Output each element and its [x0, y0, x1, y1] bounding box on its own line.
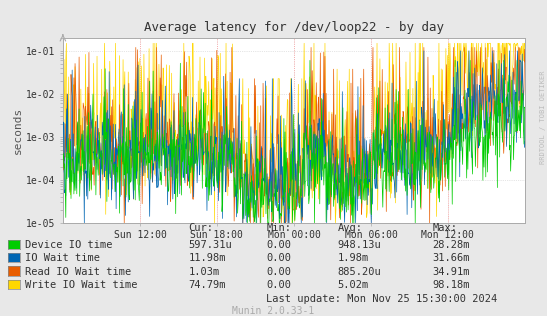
- Text: 1.98m: 1.98m: [337, 253, 369, 263]
- Text: RRDTOOL / TOBI OETIKER: RRDTOOL / TOBI OETIKER: [540, 70, 546, 164]
- Title: Average latency for /dev/loop22 - by day: Average latency for /dev/loop22 - by day: [144, 21, 444, 34]
- Text: 98.18m: 98.18m: [432, 280, 470, 290]
- Text: Cur:: Cur:: [189, 223, 214, 233]
- Text: 0.00: 0.00: [266, 240, 292, 250]
- Text: 0.00: 0.00: [266, 280, 292, 290]
- Text: Last update: Mon Nov 25 15:30:00 2024: Last update: Mon Nov 25 15:30:00 2024: [266, 294, 498, 304]
- Text: 11.98m: 11.98m: [189, 253, 226, 263]
- Text: Min:: Min:: [266, 223, 292, 233]
- Text: Munin 2.0.33-1: Munin 2.0.33-1: [232, 306, 315, 316]
- Text: 885.20u: 885.20u: [337, 267, 381, 277]
- Y-axis label: seconds: seconds: [13, 107, 23, 154]
- Text: 5.02m: 5.02m: [337, 280, 369, 290]
- Text: 948.13u: 948.13u: [337, 240, 381, 250]
- Text: 28.28m: 28.28m: [432, 240, 470, 250]
- Text: 597.31u: 597.31u: [189, 240, 232, 250]
- Text: Max:: Max:: [432, 223, 457, 233]
- Text: 31.66m: 31.66m: [432, 253, 470, 263]
- Text: 1.03m: 1.03m: [189, 267, 220, 277]
- Text: IO Wait time: IO Wait time: [25, 253, 100, 263]
- Text: 0.00: 0.00: [266, 253, 292, 263]
- Text: 74.79m: 74.79m: [189, 280, 226, 290]
- Text: Device IO time: Device IO time: [25, 240, 112, 250]
- Text: 34.91m: 34.91m: [432, 267, 470, 277]
- Text: Avg:: Avg:: [337, 223, 363, 233]
- Text: Read IO Wait time: Read IO Wait time: [25, 267, 131, 277]
- Text: 0.00: 0.00: [266, 267, 292, 277]
- Text: Write IO Wait time: Write IO Wait time: [25, 280, 137, 290]
